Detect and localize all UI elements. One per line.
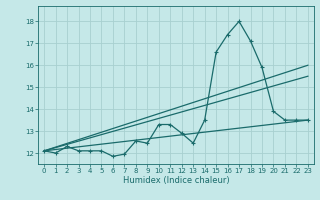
X-axis label: Humidex (Indice chaleur): Humidex (Indice chaleur) <box>123 176 229 185</box>
